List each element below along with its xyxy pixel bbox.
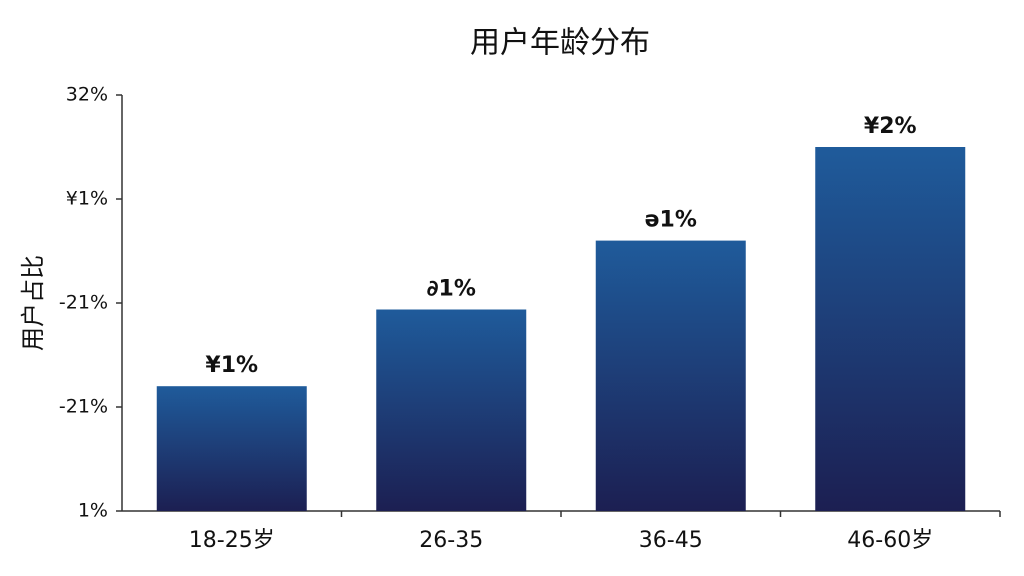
- bar: [156, 386, 307, 511]
- x-tick-label: 18-25岁: [189, 528, 275, 553]
- y-tick-label: -21%: [59, 396, 108, 418]
- y-tick-label: ¥1%: [66, 188, 108, 210]
- value-label: ∂1%: [427, 277, 476, 302]
- y-tick-label: -21%: [59, 292, 108, 314]
- y-tick-label: 32%: [66, 84, 108, 106]
- bar: [376, 309, 527, 511]
- x-tick-label: 26-35: [419, 528, 483, 553]
- bar: [815, 147, 966, 511]
- value-label: ¥1%: [205, 353, 258, 378]
- x-tick-label: 46-60岁: [847, 528, 933, 553]
- x-tick-label: 36-45: [639, 528, 703, 553]
- bar: [595, 240, 746, 511]
- value-label: ə1%: [645, 208, 697, 233]
- value-label: ¥2%: [864, 114, 917, 139]
- y-axis-label: 用户占比: [19, 255, 47, 351]
- y-tick-label: 1%: [78, 500, 108, 522]
- chart-title: 用户年龄分布: [470, 26, 650, 61]
